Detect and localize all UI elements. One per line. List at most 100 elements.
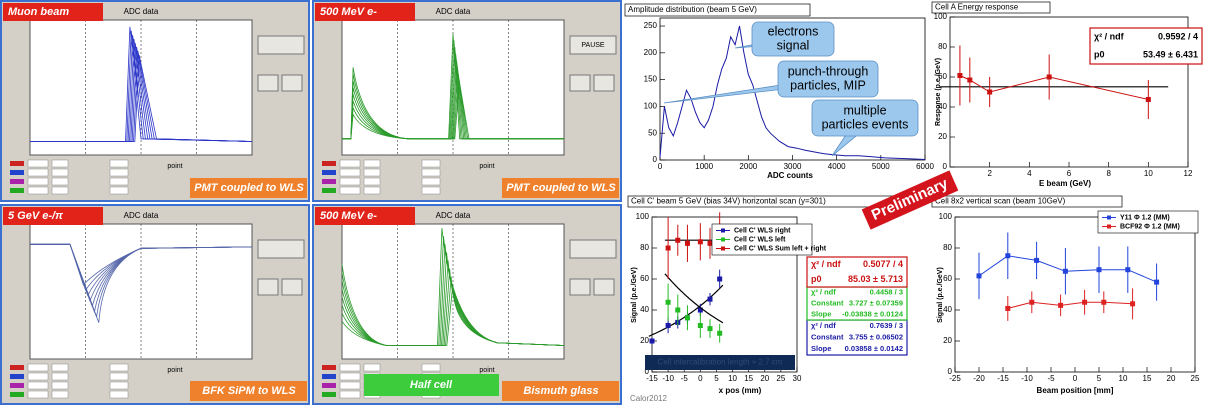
control-field — [52, 364, 68, 371]
plot-title: ADC data — [124, 7, 159, 16]
control-field — [52, 160, 68, 167]
screenshot: ADC datapoint5 GeV e-/πBFK SiPM to WLS — [1, 205, 309, 404]
legend-label: Cell C' WLS right — [734, 227, 791, 234]
trace-tag — [322, 161, 336, 166]
trace-tag — [10, 170, 24, 175]
trace-tag — [10, 179, 24, 184]
trace-tag — [322, 188, 336, 193]
control-field — [28, 187, 48, 194]
data-point — [666, 323, 671, 328]
data-point — [698, 323, 703, 328]
control-field — [110, 364, 128, 371]
panel-label: 500 MeV e- — [320, 210, 377, 222]
stats-value: 85.03 ± 5.713 — [848, 274, 903, 284]
x-tick-label: 4000 — [828, 162, 846, 171]
control-field — [422, 160, 440, 167]
data-point — [1034, 258, 1039, 263]
panel-caption: PMT coupled to WLS — [194, 182, 304, 194]
control-field — [340, 178, 360, 185]
callout-text: multiple — [843, 103, 886, 117]
legend-marker — [1107, 216, 1111, 220]
y-tick-label: 150 — [644, 75, 658, 84]
trace-tag — [10, 374, 24, 379]
data-point — [957, 73, 962, 78]
x-tick-label: 25 — [1191, 374, 1200, 383]
x-tick-label: 30 — [793, 374, 802, 383]
control-field — [422, 187, 440, 194]
y-tick-label: 200 — [644, 48, 658, 57]
control-field — [110, 178, 128, 185]
x-tick-label: -15 — [997, 374, 1009, 383]
callout-text: signal — [777, 38, 810, 52]
control-field — [422, 178, 440, 185]
x-tick-label: 5 — [714, 374, 719, 383]
control-field — [340, 364, 360, 371]
stats-value: -0.03838 ± 0.0124 — [842, 309, 904, 318]
trace-tag — [10, 161, 24, 166]
x-tick-label: 2 — [987, 169, 992, 178]
button-label: PAUSE — [581, 42, 605, 49]
x-axis-label: point — [479, 367, 494, 374]
data-point — [987, 90, 992, 95]
control-field — [28, 160, 48, 167]
control-field — [340, 382, 360, 389]
y-tick-label: 0 — [948, 367, 953, 376]
chart: Cell A Energy response246810120204060801… — [932, 2, 1202, 188]
data-point — [1130, 301, 1135, 306]
x-tick-label: 0 — [1073, 374, 1078, 383]
data-point — [685, 241, 690, 246]
button — [570, 240, 616, 258]
control-field — [110, 373, 128, 380]
stats-label: Constant — [811, 298, 844, 307]
control-field — [28, 373, 48, 380]
nav-button — [258, 75, 278, 91]
plot-title: ADC data — [436, 7, 471, 16]
control-field — [52, 187, 68, 194]
control-field — [364, 160, 380, 167]
trace-tag — [10, 392, 24, 397]
x-tick-label: 5 — [1097, 374, 1102, 383]
legend-marker — [721, 229, 725, 233]
y-axis-label: Response (p.e./GeV) — [935, 58, 942, 126]
callout-text: punch-through — [788, 64, 869, 78]
stats-value: 0.03858 ± 0.0142 — [845, 344, 903, 353]
control-field — [340, 160, 360, 167]
data-point — [685, 315, 690, 320]
trace-tag — [10, 188, 24, 193]
data-point — [717, 277, 722, 282]
panel-caption: BFK SiPM to WLS — [202, 385, 296, 397]
panel-label: 5 GeV e-/π — [8, 210, 63, 222]
y-tick-label: 100 — [644, 102, 658, 111]
x-tick-label: 25 — [776, 374, 785, 383]
chart-title: Amplitude distribution (beam 5 GeV) — [628, 5, 757, 14]
x-tick-label: 5000 — [872, 162, 890, 171]
data-point — [1082, 300, 1087, 305]
stats-value: 0.7639 / 3 — [870, 321, 903, 330]
trace-tag — [322, 170, 336, 175]
x-axis-label: point — [167, 163, 182, 170]
button — [258, 36, 304, 54]
data-point — [1101, 300, 1106, 305]
nav-button — [594, 75, 614, 91]
fit-line — [665, 274, 723, 323]
x-tick-label: 20 — [760, 374, 769, 383]
x-tick-label: 6 — [1067, 169, 1072, 178]
legend-label: Cell C' WLS left — [734, 236, 786, 243]
control-field — [52, 391, 68, 398]
data-point — [1125, 267, 1130, 272]
nav-button — [570, 75, 590, 91]
data-point — [650, 339, 655, 344]
x-tick-label: 12 — [1184, 169, 1193, 178]
x-tick-label: -5 — [1047, 374, 1055, 383]
control-field — [110, 391, 128, 398]
x-axis-label: point — [167, 367, 182, 374]
control-field — [28, 169, 48, 176]
plot-title: ADC data — [436, 211, 471, 220]
y-tick-label: 250 — [644, 21, 658, 30]
data-point — [977, 273, 982, 278]
y-tick-label: 20 — [938, 132, 947, 141]
data-point — [675, 308, 680, 313]
x-tick-label: -5 — [681, 374, 689, 383]
y-axis-label: Signal (p.e./GeV) — [631, 267, 638, 323]
y-tick-label: 0 — [653, 155, 658, 164]
